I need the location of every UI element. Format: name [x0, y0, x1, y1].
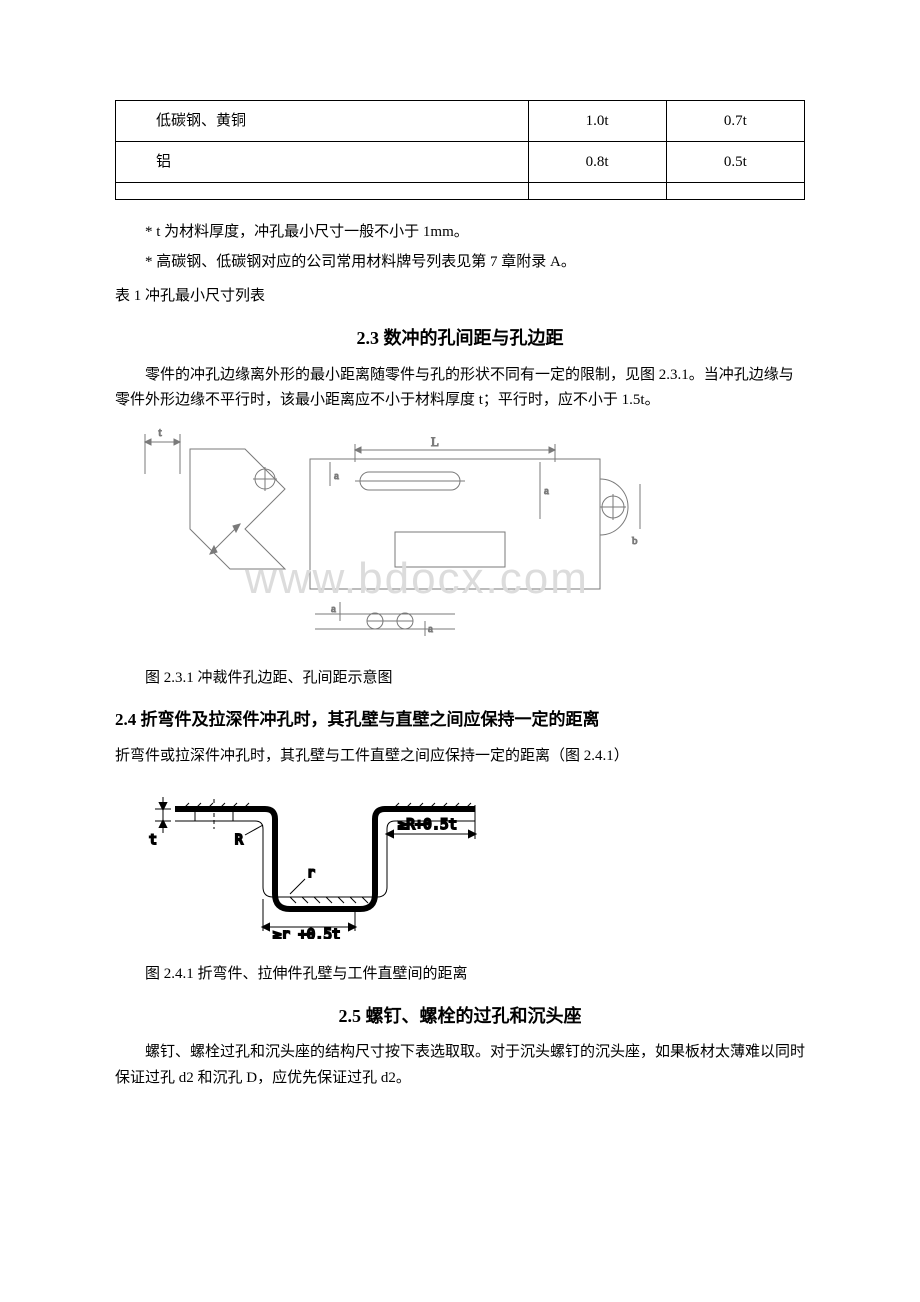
figure-2-4-1-caption: 图 2.4.1 折弯件、拉伸件孔壁与工件直壁间的距离 — [115, 962, 805, 986]
diagram-2-4-1: R r t ≥R+0.5t ≥r +0.5t — [135, 779, 495, 939]
label-t: t — [149, 833, 157, 848]
label-L: L — [431, 434, 439, 449]
cell: 铝 — [116, 142, 529, 183]
section-2-3-heading: 2.3 数冲的孔间距与孔边距 — [115, 324, 805, 353]
table-caption: 表 1 冲孔最小尺寸列表 — [115, 284, 805, 308]
cell — [116, 183, 529, 200]
cell: 低碳钢、黄铜 — [116, 101, 529, 142]
diagram-2-3-1: t L a — [135, 424, 655, 644]
label-t: t — [158, 425, 162, 439]
label-a2: a — [544, 485, 549, 497]
label-dim-b: ≥r +0.5t — [273, 927, 340, 939]
cell: 0.5t — [666, 142, 804, 183]
label-r-inner: r — [307, 866, 315, 881]
label-dim-a: ≥R+0.5t — [398, 817, 457, 833]
cell: 0.8t — [528, 142, 666, 183]
table-note-2: * 高碳钢、低碳钢对应的公司常用材料牌号列表见第 7 章附录 A。 — [115, 250, 805, 274]
cell: 0.7t — [666, 101, 804, 142]
section-2-5-heading: 2.5 螺钉、螺栓的过孔和沉头座 — [115, 1002, 805, 1031]
figure-2-3-1: t L a — [135, 424, 805, 653]
material-table: 低碳钢、黄铜 1.0t 0.7t 铝 0.8t 0.5t — [115, 100, 805, 200]
label-R: R — [235, 833, 243, 848]
label-a3: a — [331, 603, 336, 615]
figure-2-3-1-caption: 图 2.3.1 冲裁件孔边距、孔间距示意图 — [115, 666, 805, 690]
cell: 1.0t — [528, 101, 666, 142]
table-row: 铝 0.8t 0.5t — [116, 142, 805, 183]
section-2-5-para: 螺钉、螺栓过孔和沉头座的结构尺寸按下表选取取。对于沉头螺钉的沉头座，如果板材太薄… — [115, 1040, 805, 1091]
cell — [528, 183, 666, 200]
label-a1: a — [334, 470, 339, 482]
section-2-4-heading: 2.4 折弯件及拉深件冲孔时，其孔壁与直壁之间应保持一定的距离 — [115, 706, 805, 733]
table-note-1: * t 为材料厚度，冲孔最小尺寸一般不小于 1mm。 — [115, 220, 805, 244]
cell — [666, 183, 804, 200]
figure-2-4-1: R r t ≥R+0.5t ≥r +0.5t — [135, 779, 805, 948]
section-2-3-para: 零件的冲孔边缘离外形的最小距离随零件与孔的形状不同有一定的限制，见图 2.3.1… — [115, 363, 805, 414]
label-a4: a — [428, 623, 433, 635]
section-2-4-para: 折弯件或拉深件冲孔时，其孔壁与工件直壁之间应保持一定的距离（图 2.4.1） — [115, 744, 805, 770]
table-row: 低碳钢、黄铜 1.0t 0.7t — [116, 101, 805, 142]
label-b: b — [632, 535, 638, 547]
table-row-empty — [116, 183, 805, 200]
